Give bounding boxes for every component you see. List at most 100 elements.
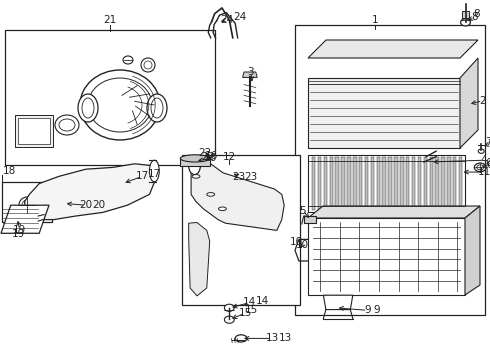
- Text: 19: 19: [12, 229, 25, 239]
- Ellipse shape: [80, 70, 160, 140]
- Polygon shape: [447, 157, 451, 210]
- Text: 15: 15: [245, 305, 258, 315]
- Polygon shape: [243, 72, 257, 77]
- Polygon shape: [336, 157, 339, 210]
- Text: 17: 17: [148, 168, 161, 179]
- Ellipse shape: [88, 78, 152, 132]
- Ellipse shape: [123, 56, 133, 64]
- Text: 24: 24: [233, 12, 246, 22]
- Polygon shape: [412, 157, 416, 210]
- Text: 23: 23: [232, 172, 246, 182]
- Ellipse shape: [55, 115, 79, 135]
- Polygon shape: [462, 11, 469, 18]
- Ellipse shape: [144, 61, 152, 69]
- Polygon shape: [459, 157, 463, 210]
- Ellipse shape: [224, 304, 234, 311]
- Polygon shape: [308, 218, 465, 295]
- Polygon shape: [347, 157, 351, 210]
- Ellipse shape: [461, 19, 470, 26]
- Polygon shape: [400, 157, 404, 210]
- Text: 16: 16: [204, 153, 218, 163]
- Text: 1: 1: [372, 15, 379, 25]
- Ellipse shape: [59, 119, 75, 131]
- Text: 22: 22: [198, 148, 212, 158]
- Ellipse shape: [477, 165, 484, 170]
- Polygon shape: [1, 205, 49, 233]
- Polygon shape: [18, 118, 50, 144]
- Polygon shape: [453, 157, 457, 210]
- Polygon shape: [342, 157, 345, 210]
- Polygon shape: [430, 157, 433, 210]
- Polygon shape: [312, 157, 316, 210]
- Text: 2: 2: [479, 96, 486, 106]
- Ellipse shape: [151, 98, 163, 118]
- Text: 7: 7: [487, 139, 490, 149]
- Polygon shape: [359, 157, 363, 210]
- Polygon shape: [189, 222, 210, 296]
- Polygon shape: [389, 157, 392, 210]
- Ellipse shape: [189, 157, 200, 175]
- FancyBboxPatch shape: [5, 30, 215, 165]
- Polygon shape: [418, 157, 421, 210]
- Ellipse shape: [219, 207, 226, 211]
- Ellipse shape: [235, 335, 247, 342]
- Text: 7: 7: [485, 137, 490, 147]
- Text: 17: 17: [135, 171, 149, 181]
- Polygon shape: [365, 157, 368, 210]
- Text: 20: 20: [79, 200, 92, 210]
- FancyBboxPatch shape: [2, 182, 52, 222]
- Polygon shape: [383, 157, 386, 210]
- Polygon shape: [394, 157, 398, 210]
- Text: 8: 8: [473, 9, 480, 19]
- Polygon shape: [304, 216, 316, 223]
- Ellipse shape: [224, 316, 234, 323]
- Polygon shape: [353, 157, 357, 210]
- Text: 16: 16: [205, 150, 218, 161]
- Text: 6: 6: [487, 160, 490, 170]
- Ellipse shape: [207, 193, 215, 196]
- Polygon shape: [424, 157, 427, 210]
- Polygon shape: [371, 157, 374, 210]
- Ellipse shape: [474, 163, 486, 172]
- FancyBboxPatch shape: [85, 75, 165, 145]
- Ellipse shape: [19, 197, 35, 213]
- Polygon shape: [24, 164, 157, 220]
- Polygon shape: [441, 157, 445, 210]
- Text: 9: 9: [373, 305, 380, 315]
- Text: 14: 14: [256, 296, 269, 306]
- Polygon shape: [460, 58, 478, 148]
- Text: 21: 21: [103, 15, 117, 25]
- Text: 12: 12: [222, 152, 236, 162]
- Polygon shape: [308, 155, 465, 212]
- FancyBboxPatch shape: [182, 155, 300, 305]
- Ellipse shape: [196, 157, 204, 175]
- Polygon shape: [330, 157, 333, 210]
- Text: 19: 19: [13, 225, 26, 235]
- Text: 13: 13: [265, 333, 279, 343]
- Text: 13: 13: [278, 333, 292, 343]
- Ellipse shape: [478, 149, 484, 153]
- Text: 10: 10: [290, 237, 303, 247]
- Text: 4: 4: [481, 155, 488, 165]
- Text: 23: 23: [244, 172, 257, 182]
- Text: 8: 8: [471, 12, 478, 22]
- Ellipse shape: [22, 200, 32, 210]
- Text: 3: 3: [247, 67, 254, 77]
- Text: 22: 22: [201, 152, 215, 162]
- Ellipse shape: [180, 155, 210, 162]
- Text: 6: 6: [485, 158, 490, 168]
- Ellipse shape: [225, 172, 237, 181]
- Text: 14: 14: [243, 297, 257, 307]
- Polygon shape: [436, 157, 439, 210]
- Ellipse shape: [78, 94, 98, 122]
- Text: 10: 10: [296, 240, 309, 250]
- Polygon shape: [15, 115, 53, 147]
- Text: 5: 5: [299, 206, 306, 216]
- Text: 9: 9: [364, 305, 371, 315]
- Polygon shape: [308, 40, 478, 58]
- Polygon shape: [308, 78, 460, 148]
- Polygon shape: [323, 295, 353, 310]
- FancyBboxPatch shape: [295, 25, 485, 315]
- Ellipse shape: [222, 170, 240, 183]
- Ellipse shape: [82, 98, 94, 118]
